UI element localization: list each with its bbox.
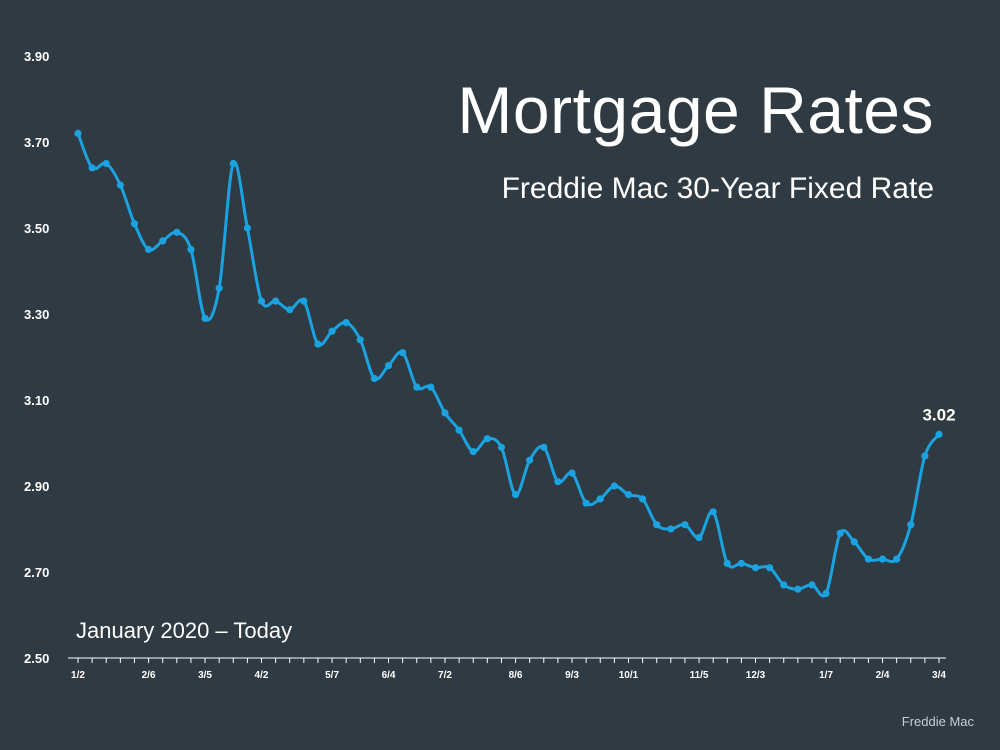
period-label: January 2020 – Today (76, 618, 293, 643)
x-tick-label: 9/3 (565, 670, 579, 681)
x-tick-label: 2/4 (876, 670, 890, 681)
data-point (610, 482, 618, 490)
data-point (907, 521, 915, 529)
chart-subtitle: Freddie Mac 30-Year Fixed Rate (501, 172, 934, 205)
x-axis: 1/2 2/6 3/5 4/2 5/7 6/4 7/2 8/6 9/3 10/1 11/5 12/3 1… (68, 657, 946, 681)
data-point (300, 297, 308, 305)
data-point (850, 538, 858, 546)
y-tick-label: 2.70 (24, 565, 49, 580)
data-point (257, 297, 266, 305)
y-tick-label: 2.50 (24, 651, 49, 666)
data-point (469, 448, 477, 456)
data-point (653, 521, 661, 529)
x-tick-label: 4/2 (255, 670, 269, 681)
data-point (173, 228, 181, 236)
data-point (554, 478, 562, 486)
y-tick-label: 3.90 (24, 49, 49, 64)
data-point (526, 456, 534, 464)
x-tick-label: 10/1 (619, 670, 639, 681)
data-point (723, 559, 731, 568)
data-point (201, 314, 209, 322)
data-point (441, 409, 449, 417)
data-point (356, 336, 364, 344)
data-point (229, 159, 237, 168)
data-point (102, 159, 110, 168)
data-point (427, 383, 435, 391)
data-label: 3.02 (922, 405, 955, 424)
x-tick-label: 12/3 (746, 670, 766, 681)
data-point (511, 491, 520, 499)
data-point (836, 529, 844, 537)
data-point (582, 499, 590, 507)
data-point (808, 581, 816, 589)
chart-title: Mortgage Rates (457, 73, 934, 147)
data-point (540, 443, 548, 451)
y-tick-label: 3.10 (24, 393, 49, 408)
data-point (314, 340, 322, 348)
data-point (864, 555, 873, 563)
x-tick-label: 3/5 (198, 670, 212, 681)
data-point (413, 383, 421, 391)
x-tick-label: 6/4 (382, 670, 396, 681)
data-point (130, 220, 139, 228)
x-tick-label: 8/6 (509, 670, 523, 681)
data-point (624, 491, 633, 499)
data-point (935, 430, 943, 438)
data-point (709, 508, 717, 516)
data-point (215, 284, 223, 292)
data-point (187, 245, 195, 254)
source-credit: Freddie Mac (901, 714, 974, 729)
x-tick-label: 11/5 (690, 670, 709, 681)
data-point (116, 181, 124, 189)
y-axis: 3.90 3.70 3.50 3.30 3.10 2.90 2.70 2.50 (24, 49, 49, 666)
x-tick-label: 1/2 (71, 670, 85, 681)
data-point (384, 362, 393, 370)
data-point (342, 319, 350, 327)
data-point (878, 555, 887, 563)
data-point (497, 443, 506, 451)
data-point (737, 559, 745, 568)
data-point (483, 435, 491, 443)
data-point (596, 495, 604, 503)
data-point (74, 129, 82, 137)
data-point (638, 495, 647, 503)
data-point (921, 452, 929, 460)
data-point (766, 564, 774, 572)
data-point (399, 349, 407, 357)
data-point (568, 469, 576, 477)
x-tick-label: 2/6 (142, 670, 156, 681)
data-point (328, 327, 336, 335)
data-point (88, 164, 96, 172)
data-point (794, 585, 802, 593)
x-tick-label: 1/7 (819, 670, 833, 681)
x-tick-label: 3/4 (932, 670, 946, 681)
data-point (159, 237, 167, 245)
x-tick-label: 7/2 (438, 670, 452, 681)
y-tick-label: 3.30 (24, 307, 49, 322)
data-point (370, 374, 379, 383)
data-point (780, 581, 788, 589)
y-tick-label: 3.70 (24, 135, 49, 150)
data-point (681, 521, 689, 529)
data-point (667, 525, 675, 533)
data-point (455, 426, 463, 434)
data-points (74, 129, 943, 598)
annotations: 3.02 (922, 405, 955, 424)
data-point (893, 555, 901, 563)
data-point (822, 589, 830, 598)
data-point (286, 306, 294, 314)
x-tick-label: 5/7 (325, 670, 339, 681)
y-tick-label: 2.90 (24, 479, 49, 494)
data-point (272, 297, 280, 305)
data-point (243, 224, 251, 232)
data-point (144, 245, 153, 254)
y-tick-label: 3.50 (24, 221, 49, 236)
data-point (751, 564, 760, 572)
data-point (695, 534, 703, 542)
